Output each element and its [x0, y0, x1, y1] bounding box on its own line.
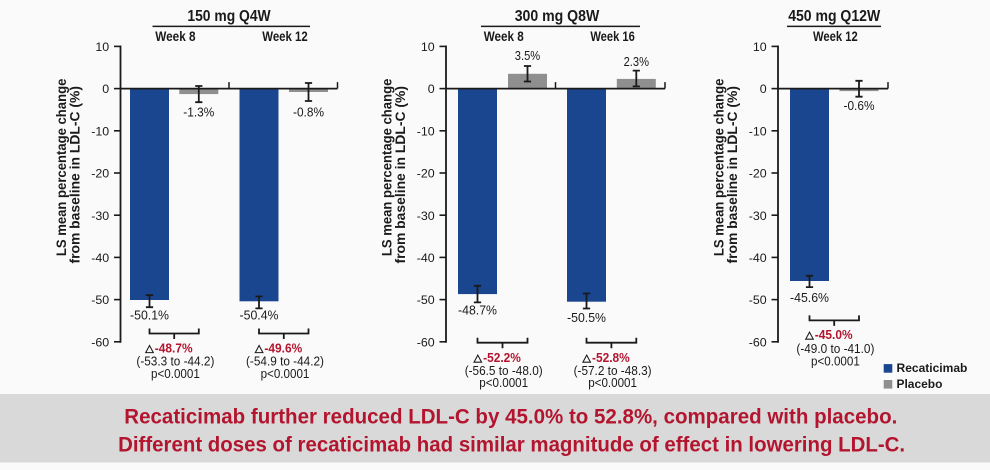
svg-text:-50: -50 — [91, 293, 109, 307]
svg-text:2.3%: 2.3% — [624, 54, 650, 69]
svg-text:Week 8: Week 8 — [484, 29, 524, 44]
svg-text:-40: -40 — [91, 251, 109, 265]
svg-text:LS mean percentage change: LS mean percentage change — [54, 78, 69, 256]
svg-text:-20: -20 — [749, 167, 767, 181]
svg-text:-20: -20 — [91, 167, 109, 181]
svg-text:-52.2%: -52.2% — [483, 350, 521, 365]
svg-text:-50.1%: -50.1% — [130, 308, 169, 323]
svg-text:from baseline in LDL-C (%): from baseline in LDL-C (%) — [725, 86, 740, 263]
svg-text:-48.7%: -48.7% — [155, 341, 193, 356]
svg-text:-45.6%: -45.6% — [790, 290, 829, 305]
svg-text:3.5%: 3.5% — [515, 48, 541, 63]
svg-text:0: 0 — [102, 82, 109, 96]
svg-text:LS mean percentage change: LS mean percentage change — [380, 78, 395, 256]
svg-text:(-53.3 to -44.2): (-53.3 to -44.2) — [136, 353, 214, 368]
svg-text:-60: -60 — [91, 335, 109, 349]
svg-text:(-54.9 to -44.2): (-54.9 to -44.2) — [246, 353, 324, 368]
svg-text:0: 0 — [428, 82, 435, 96]
svg-text:-50: -50 — [417, 293, 435, 307]
svg-text:10: 10 — [95, 40, 109, 54]
svg-text:-0.8%: -0.8% — [293, 104, 324, 119]
svg-text:-45.0%: -45.0% — [815, 327, 853, 342]
svg-text:p<0.0001: p<0.0001 — [151, 366, 200, 381]
svg-text:p<0.0001: p<0.0001 — [479, 375, 528, 390]
svg-text:10: 10 — [421, 40, 435, 54]
svg-text:-1.3%: -1.3% — [183, 104, 214, 119]
svg-text:p<0.0001: p<0.0001 — [588, 375, 637, 390]
svg-text:from baseline in LDL-C (%): from baseline in LDL-C (%) — [68, 86, 83, 263]
svg-text:-52.8%: -52.8% — [592, 350, 630, 365]
svg-text:-40: -40 — [749, 251, 767, 265]
svg-text:-30: -30 — [91, 209, 109, 223]
svg-text:(-57.2 to -48.3): (-57.2 to -48.3) — [574, 363, 652, 378]
svg-text:(-49.0 to -41.0): (-49.0 to -41.0) — [796, 341, 874, 356]
svg-text:-30: -30 — [417, 209, 435, 223]
svg-text:0: 0 — [760, 82, 767, 96]
svg-text:from baseline in LDL-C (%): from baseline in LDL-C (%) — [393, 86, 408, 263]
svg-text:-10: -10 — [749, 124, 767, 138]
svg-text:450 mg Q12W: 450 mg Q12W — [788, 8, 881, 25]
svg-text:LS mean percentage change: LS mean percentage change — [712, 78, 727, 256]
svg-text:Week 16: Week 16 — [590, 29, 635, 44]
svg-text:p<0.0001: p<0.0001 — [811, 354, 860, 369]
svg-text:-40: -40 — [417, 251, 435, 265]
svg-text:(-56.5 to -48.0): (-56.5 to -48.0) — [465, 363, 543, 378]
svg-text:Week 12: Week 12 — [262, 29, 308, 44]
svg-text:-10: -10 — [417, 124, 435, 138]
svg-text:-49.6%: -49.6% — [264, 341, 302, 356]
svg-text:Placebo: Placebo — [897, 377, 943, 391]
svg-text:-48.7%: -48.7% — [458, 303, 497, 318]
svg-text:Week 8: Week 8 — [155, 29, 196, 44]
svg-text:p<0.0001: p<0.0001 — [261, 366, 310, 381]
svg-text:Recaticimab: Recaticimab — [897, 361, 968, 375]
svg-text:-10: -10 — [91, 124, 109, 138]
svg-text:Different doses of recaticimab: Different doses of recaticimab had simil… — [118, 434, 905, 457]
svg-text:-50: -50 — [749, 293, 767, 307]
svg-text:Recaticimab further reduced LD: Recaticimab further reduced LDL-C by 45.… — [124, 405, 897, 428]
svg-text:-0.6%: -0.6% — [844, 98, 875, 113]
svg-text:300 mg Q8W: 300 mg Q8W — [515, 8, 600, 25]
svg-text:10: 10 — [753, 40, 767, 54]
svg-text:-30: -30 — [749, 209, 767, 223]
svg-text:Week 12: Week 12 — [813, 29, 858, 44]
svg-text:-60: -60 — [417, 335, 435, 349]
svg-text:150 mg Q4W: 150 mg Q4W — [187, 8, 271, 25]
svg-text:-20: -20 — [417, 167, 435, 181]
svg-text:-50.5%: -50.5% — [567, 310, 606, 325]
svg-text:-60: -60 — [749, 335, 767, 349]
svg-text:-50.4%: -50.4% — [240, 308, 279, 323]
